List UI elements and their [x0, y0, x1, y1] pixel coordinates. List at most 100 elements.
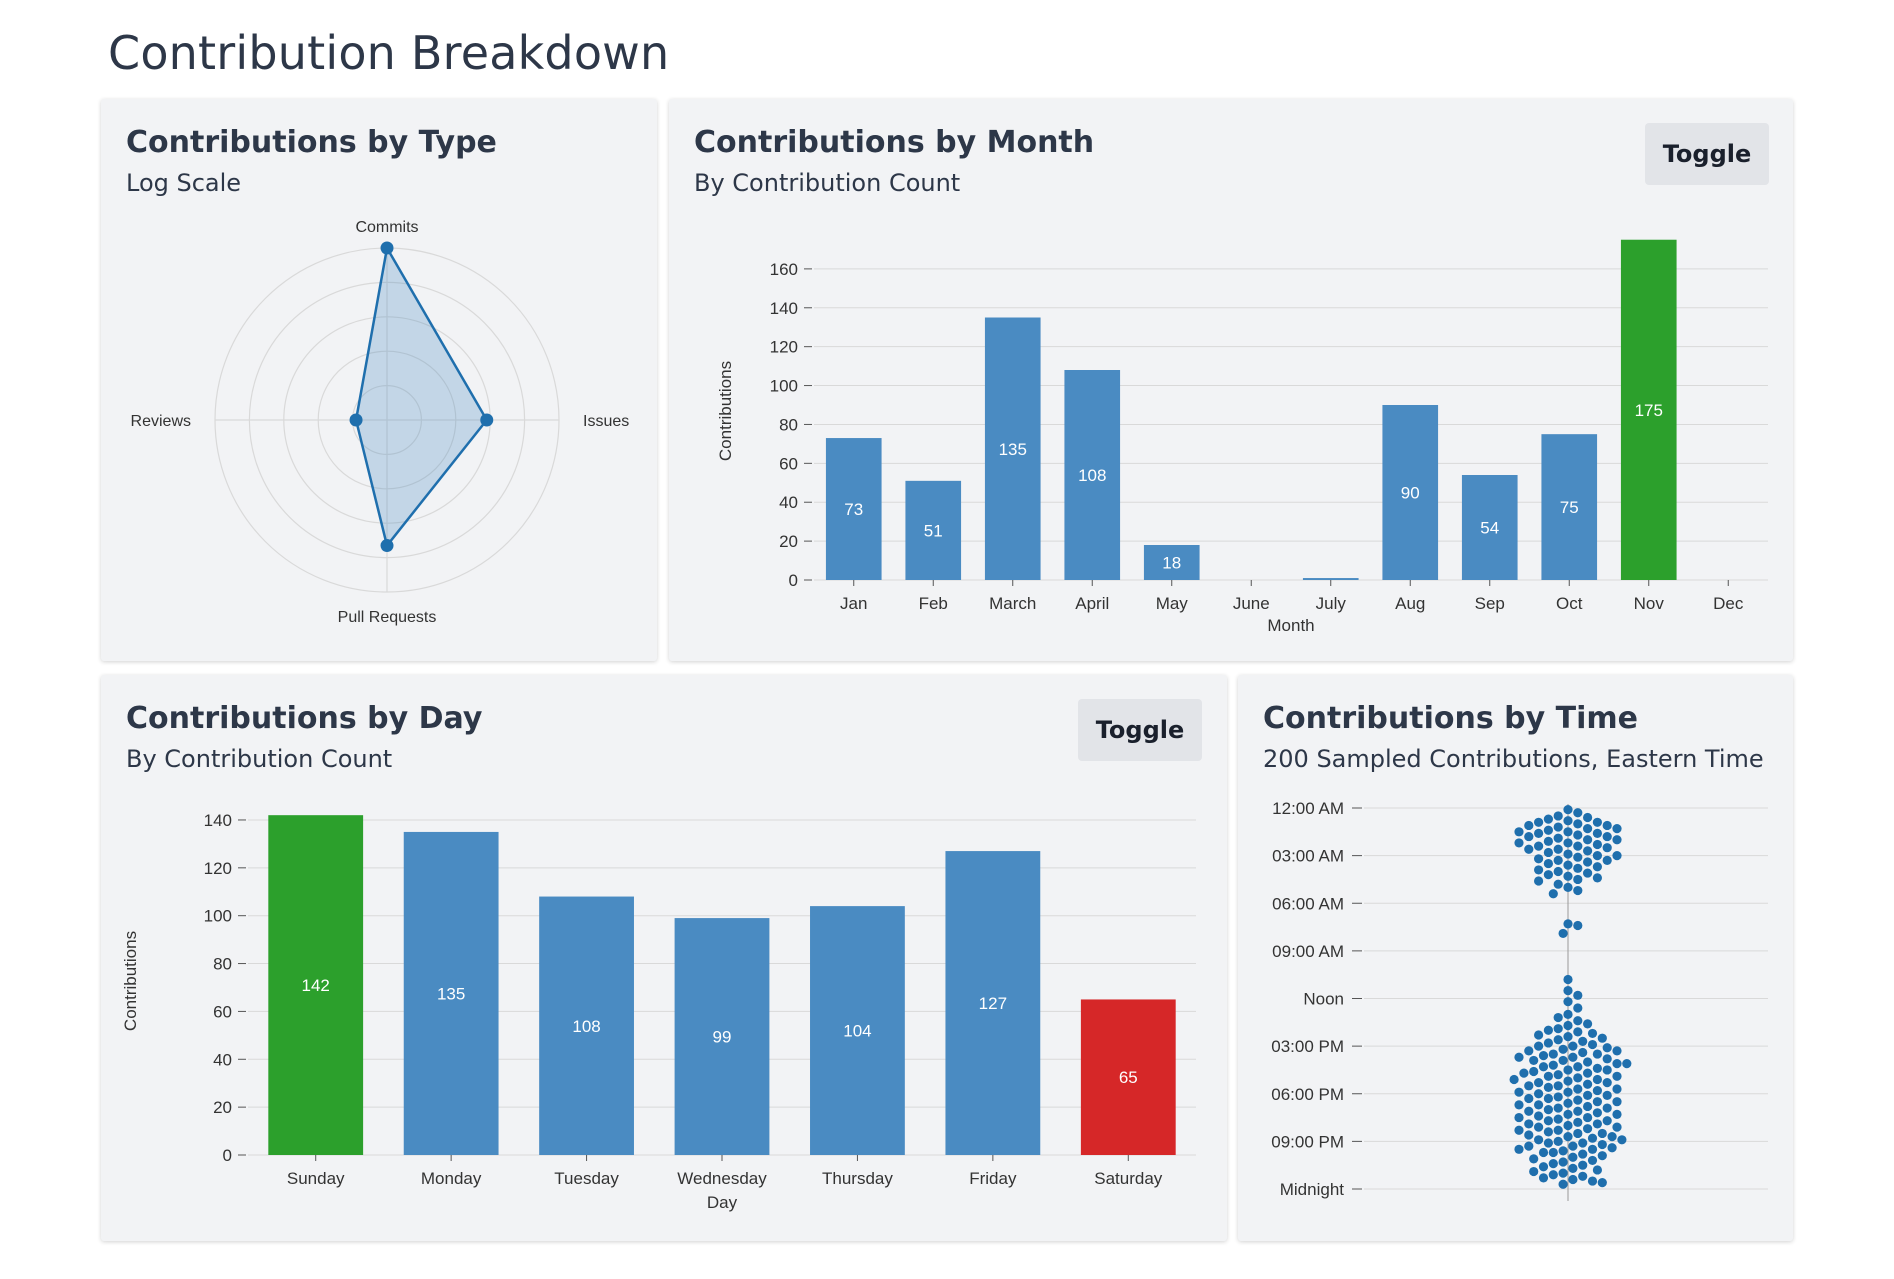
swarm-point-125 — [1612, 1084, 1622, 1094]
y-tick-label: 09:00 AM — [1272, 942, 1344, 961]
x-tick-label: Friday — [969, 1169, 1017, 1188]
swarm-point-194 — [1538, 1162, 1549, 1172]
swarm-point-161 — [1612, 1122, 1622, 1132]
bar-value-label: 65 — [1119, 1068, 1138, 1087]
swarm-point-149 — [1612, 1109, 1622, 1119]
swarm-point-61 — [1573, 920, 1583, 931]
swarm-point-129 — [1534, 1089, 1544, 1099]
swarm-point-73 — [1553, 1024, 1563, 1034]
x-tick-label: Thursday — [822, 1169, 893, 1188]
swarm-point-183 — [1558, 1146, 1568, 1156]
swarm-point-13 — [1612, 824, 1622, 834]
swarm-point-80 — [1553, 1035, 1563, 1045]
swarm-point-41 — [1553, 855, 1563, 865]
swarm-point-140 — [1514, 1100, 1524, 1110]
time-beeswarm-chart: 12:00 AM 03:00 AM 06:00 AM 09:00 AM Noon 03:0… — [1271, 799, 1768, 1201]
swarm-point-204 — [1597, 1178, 1607, 1188]
day-bar-chart: 0 20 40 60 80 100 120 140 142 Sunday 135 Monday 108 T… — [121, 811, 1196, 1212]
swarm-point-169 — [1563, 1132, 1573, 1142]
swarm-point-85 — [1534, 1041, 1544, 1051]
y-tick-label: 60 — [213, 1002, 232, 1021]
swarm-point-135 — [1573, 1095, 1583, 1105]
swarm-point-35 — [1543, 847, 1553, 858]
swarm-point-47 — [1573, 863, 1583, 873]
month-toggle-button[interactable]: Toggle — [1645, 123, 1769, 185]
bar-jan — [825, 438, 882, 580]
y-tick-label: 20 — [779, 532, 798, 551]
month-card-title: Contributions by Month — [694, 125, 1095, 160]
swarm-point-92 — [1592, 1049, 1602, 1059]
swarm-point-123 — [1543, 1082, 1553, 1092]
bar-value-label: 104 — [843, 1022, 871, 1041]
swarm-point-6 — [1592, 817, 1602, 827]
bar-nov — [1620, 239, 1677, 580]
swarm-point-54 — [1573, 874, 1583, 885]
swarm-point-53 — [1592, 873, 1602, 883]
bar-monday — [403, 831, 499, 1155]
x-tick-label: April — [1075, 594, 1109, 613]
swarm-point-62 — [1558, 928, 1568, 939]
bar-feb — [905, 480, 962, 580]
swarm-point-186 — [1578, 1149, 1588, 1159]
swarm-point-182 — [1514, 1144, 1524, 1154]
swarm-point-10 — [1524, 820, 1534, 831]
x-tick-label: Tuesday — [554, 1169, 619, 1188]
swarm-point-84 — [1568, 1041, 1578, 1051]
swarm-point-15 — [1563, 827, 1573, 837]
x-tick-label: Saturday — [1094, 1169, 1163, 1188]
x-tick-label: Sep — [1475, 594, 1505, 613]
swarm-point-201 — [1538, 1173, 1549, 1183]
radar-point-0 — [380, 241, 394, 255]
x-tick-label: Wednesday — [677, 1169, 767, 1188]
swarm-point-4 — [1543, 814, 1553, 824]
swarm-point-144 — [1543, 1105, 1553, 1115]
x-axis-label: Month — [1267, 616, 1314, 635]
bar-value-label: 127 — [979, 994, 1007, 1013]
swarm-point-187 — [1597, 1151, 1607, 1161]
month-card: Contributions by Month By Contribution C… — [669, 99, 1793, 661]
swarm-point-153 — [1553, 1114, 1563, 1124]
swarm-point-139 — [1534, 1100, 1544, 1110]
swarm-point-112 — [1543, 1071, 1553, 1081]
swarm-point-146 — [1524, 1106, 1534, 1116]
bar-value-label: 73 — [844, 500, 863, 519]
swarm-point-1 — [1573, 808, 1583, 818]
y-axis-label: Contributions — [716, 361, 735, 461]
bar-value-label: 75 — [1560, 498, 1579, 517]
day-toggle-button[interactable]: Toggle — [1078, 699, 1202, 761]
swarm-point-168 — [1524, 1130, 1534, 1140]
swarm-point-14 — [1543, 825, 1553, 835]
radar-axis-label: Issues — [583, 413, 629, 430]
swarm-point-82 — [1543, 1038, 1553, 1048]
swarm-point-197 — [1529, 1166, 1539, 1177]
x-tick-label: March — [989, 594, 1036, 613]
swarm-point-132 — [1553, 1092, 1563, 1102]
swarm-point-162 — [1583, 1124, 1593, 1134]
month-card-subtitle: By Contribution Count — [694, 169, 961, 197]
bar-aug — [1382, 405, 1439, 580]
swarm-point-36 — [1563, 849, 1573, 859]
swarm-point-102 — [1548, 1060, 1558, 1070]
swarm-point-200 — [1578, 1171, 1588, 1181]
swarm-point-44 — [1543, 858, 1553, 869]
swarm-point-71 — [1583, 1019, 1593, 1029]
bar-value-label: 135 — [999, 440, 1027, 459]
x-tick-label: Sunday — [287, 1169, 345, 1188]
bar-value-label: 175 — [1635, 401, 1663, 420]
swarm-point-11 — [1553, 822, 1563, 832]
y-tick-label: 0 — [789, 571, 798, 590]
y-tick-label: 09:00 PM — [1271, 1132, 1344, 1151]
radar-point-3 — [349, 413, 363, 427]
page-title: Contribution Breakdown — [108, 26, 670, 80]
swarm-point-176 — [1543, 1138, 1553, 1148]
x-tick-label: Aug — [1395, 594, 1425, 613]
swarm-point-39 — [1573, 852, 1583, 862]
y-tick-label: 0 — [223, 1146, 232, 1165]
y-tick-label: 40 — [213, 1050, 232, 1069]
swarm-point-26 — [1563, 838, 1573, 848]
bar-value-label: 108 — [572, 1017, 600, 1036]
swarm-point-23 — [1583, 835, 1593, 845]
y-tick-label: 140 — [204, 811, 232, 830]
swarm-point-196 — [1592, 1165, 1602, 1175]
swarm-point-68 — [1563, 1009, 1573, 1019]
